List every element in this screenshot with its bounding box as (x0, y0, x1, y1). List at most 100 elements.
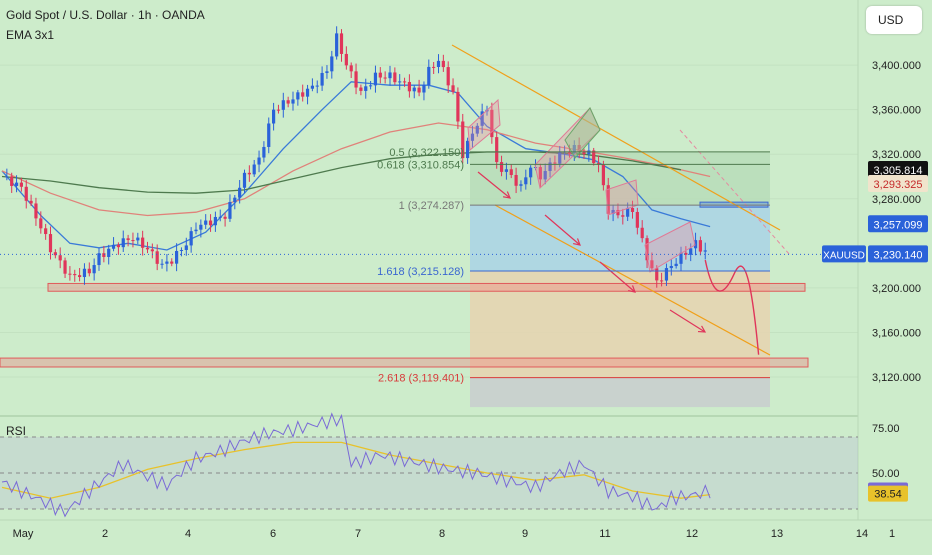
candle (538, 163, 542, 188)
candle-body (456, 91, 460, 122)
candle (87, 262, 91, 277)
candle-body (349, 65, 353, 72)
price-label-box (868, 215, 928, 233)
candle-body (630, 207, 635, 212)
candle (524, 169, 528, 190)
rsi-value-box (868, 485, 908, 502)
candle-body (514, 174, 518, 186)
candle-body (679, 252, 683, 264)
candle-body (441, 60, 445, 68)
candle-body (388, 72, 392, 79)
candle-body (14, 182, 19, 186)
candle (53, 249, 57, 259)
currency-button[interactable]: USD (866, 6, 922, 34)
candle (58, 247, 62, 269)
rsi-line (1, 412, 711, 518)
candle (689, 243, 693, 262)
candle (136, 232, 140, 245)
candle (461, 113, 465, 164)
candle (267, 117, 271, 154)
candle (470, 125, 475, 149)
trend-arrow-head (503, 191, 511, 199)
candle-body (296, 92, 300, 100)
candle-body (577, 145, 581, 152)
candle (126, 234, 130, 247)
time-axis-tick: 4 (185, 528, 191, 540)
candle-body (698, 240, 702, 252)
candle-body (543, 170, 547, 180)
candle (364, 78, 368, 99)
candle-body (339, 33, 344, 54)
candle-body (582, 151, 586, 155)
time-axis-tick: May (13, 528, 34, 540)
candle (276, 104, 281, 114)
candle (325, 65, 329, 79)
candle-body (567, 151, 572, 154)
candle (441, 54, 445, 72)
candle (495, 131, 499, 169)
candle (558, 146, 562, 168)
candle (242, 169, 247, 194)
candle-body (432, 66, 436, 68)
candle-body (121, 238, 125, 248)
candle (73, 269, 77, 282)
candle (388, 65, 392, 86)
candle-body (504, 169, 508, 172)
candle (208, 214, 213, 232)
trend-arrow-head (697, 325, 707, 333)
candle-body (228, 202, 232, 219)
candle-body (402, 81, 407, 83)
candle-body (635, 211, 639, 228)
candle (14, 175, 19, 193)
candle (402, 77, 407, 87)
candle-body (466, 140, 470, 159)
candle-body (572, 145, 576, 154)
candle-body (238, 187, 242, 198)
candle (24, 180, 28, 209)
candle-body (301, 92, 305, 97)
candle-body (335, 33, 339, 57)
candle (213, 211, 217, 232)
candle-body (650, 260, 654, 269)
candle (44, 223, 48, 240)
candle-body (34, 203, 38, 219)
candle (669, 259, 673, 276)
candle-body (592, 150, 596, 164)
candle (490, 102, 494, 144)
candle-body (136, 237, 140, 241)
candle (141, 230, 145, 256)
candle-body (689, 248, 693, 255)
candle (10, 172, 14, 193)
price-axis-tick: 3,200.000 (872, 283, 921, 295)
candle-body (412, 87, 416, 92)
candle (184, 237, 188, 256)
candle-body (427, 66, 431, 86)
candle-body (664, 268, 669, 281)
candle-body (131, 240, 135, 242)
channel-upper-line (451, 44, 781, 231)
candle-body (5, 176, 9, 178)
fib-zone-blue (470, 205, 770, 272)
trend-arrow (669, 309, 707, 333)
candle-body (669, 266, 673, 269)
candle-body (10, 176, 14, 186)
candle-body (116, 244, 120, 248)
candle-body (693, 240, 698, 249)
candle (19, 177, 23, 192)
candle (693, 232, 698, 256)
candle (5, 168, 9, 181)
candle (335, 26, 339, 60)
candle-body (189, 231, 193, 246)
candle-body (58, 255, 62, 261)
candle-body (529, 167, 533, 178)
candle (451, 78, 455, 95)
candle (179, 247, 184, 257)
candle (616, 203, 620, 219)
candle-body (475, 125, 479, 134)
time-axis-tick: 8 (439, 528, 445, 540)
candle (577, 137, 581, 159)
candle (548, 157, 552, 178)
candle (344, 46, 348, 70)
